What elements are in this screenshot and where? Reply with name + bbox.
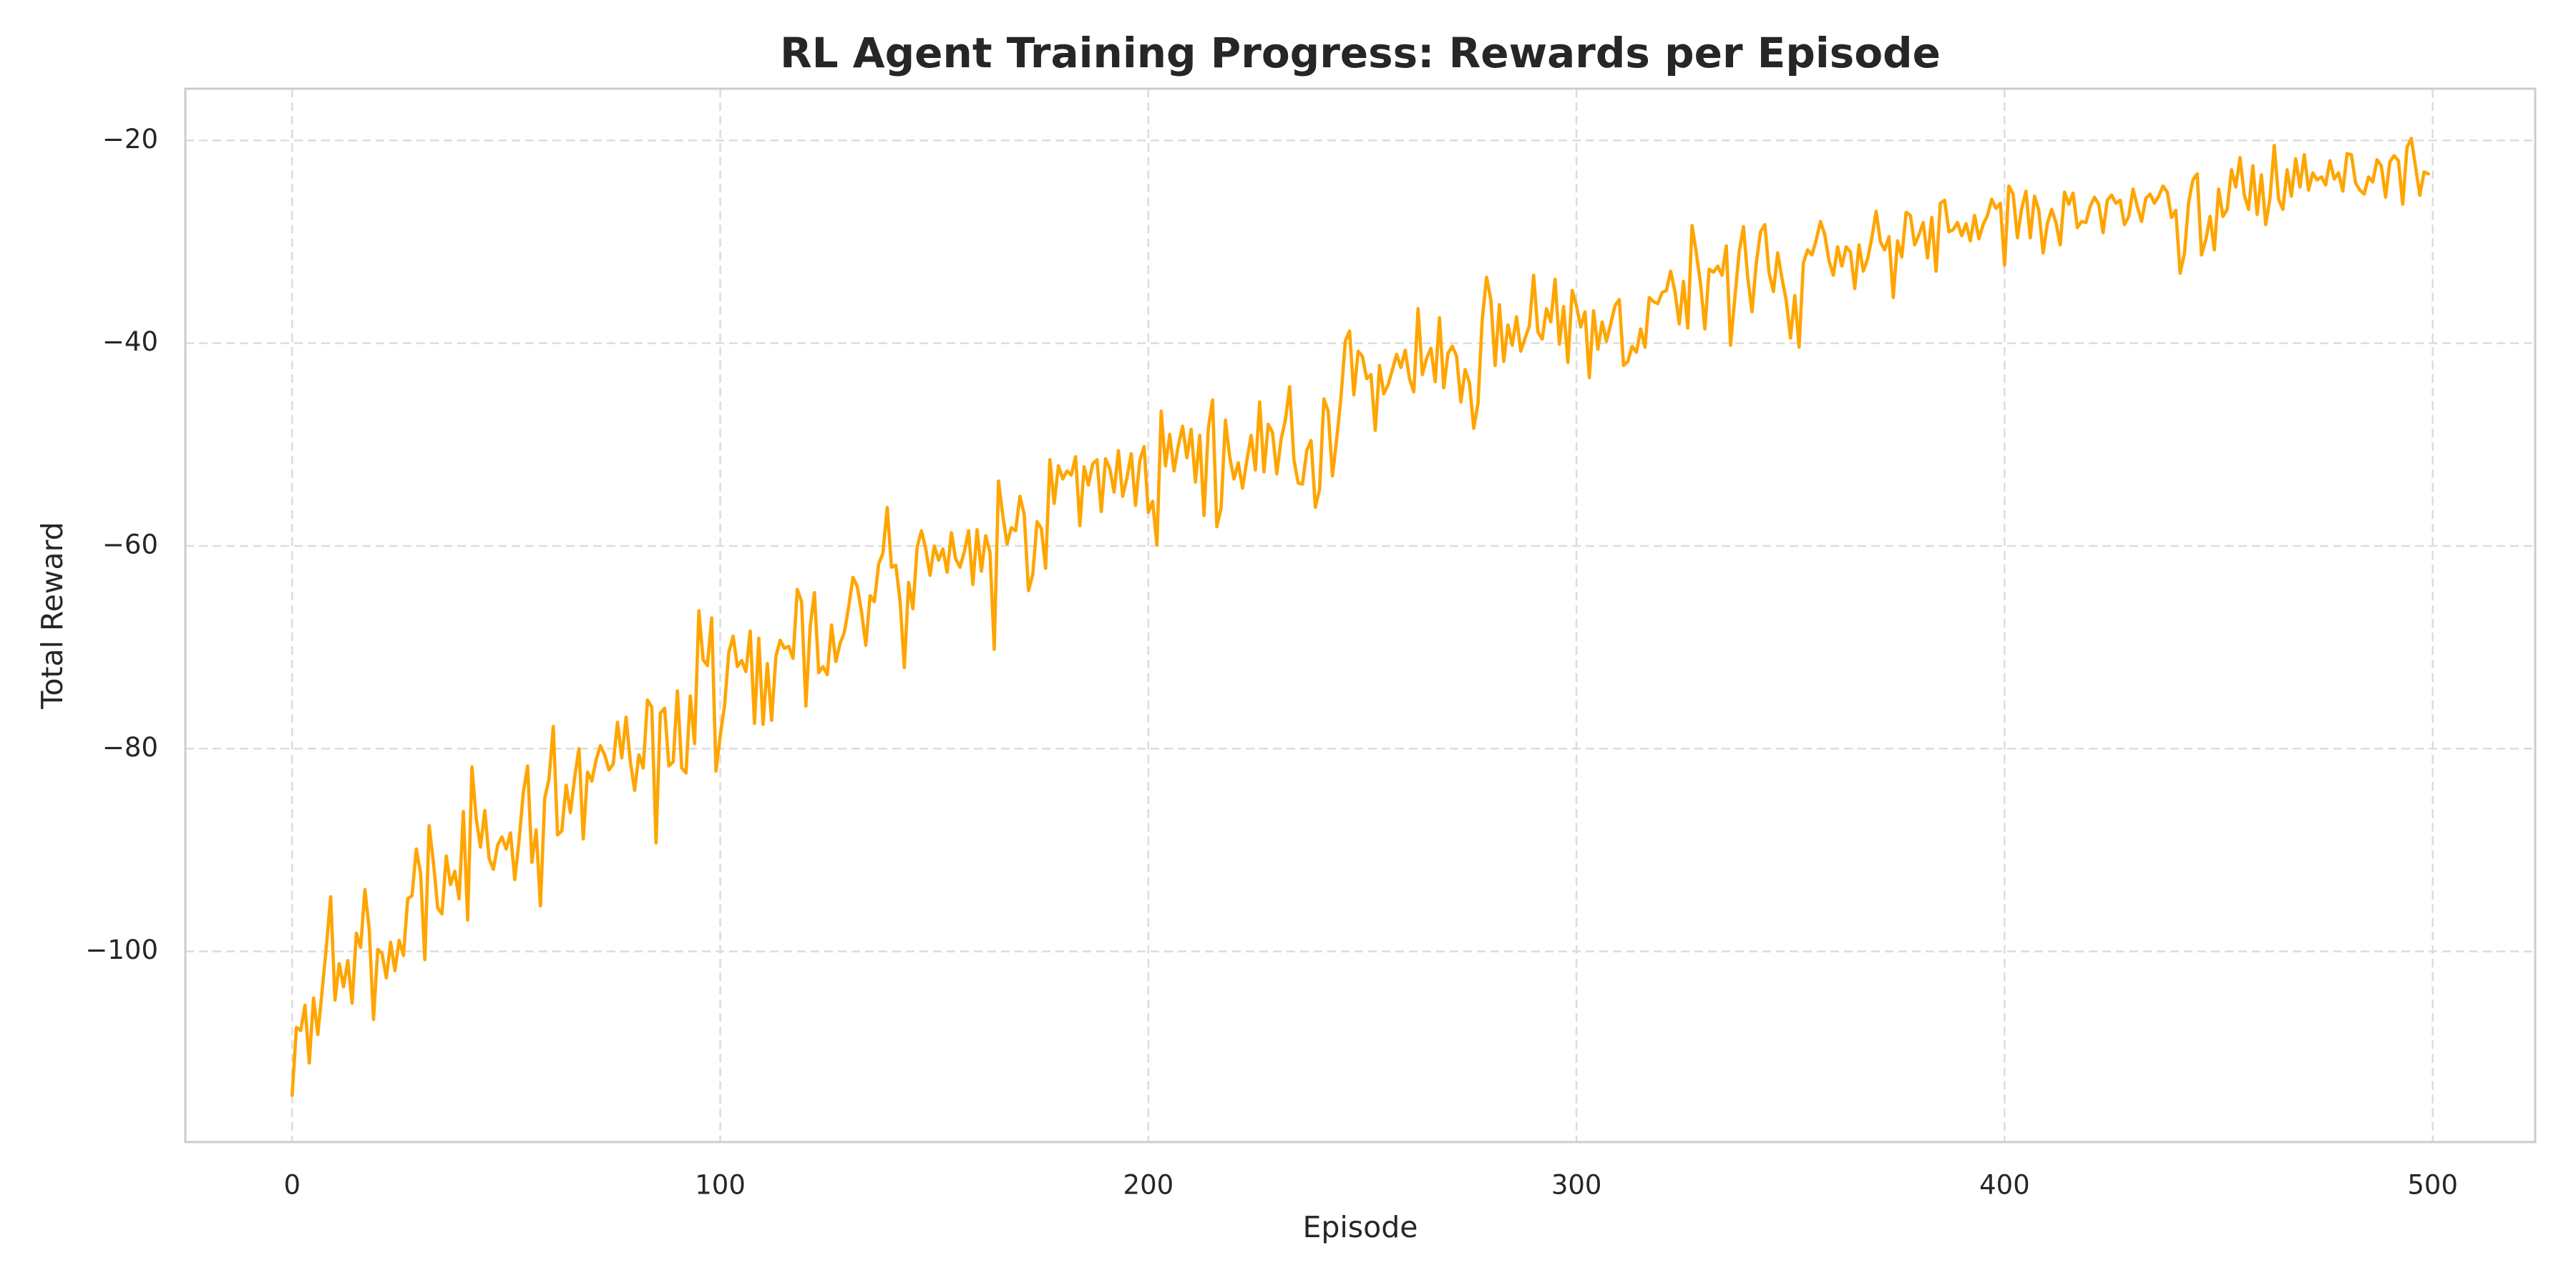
reward-line — [290, 137, 2431, 1098]
y-tick-label: −100 — [85, 935, 158, 965]
x-tick-label: 0 — [283, 1170, 301, 1201]
plot-frame — [184, 87, 2537, 1143]
y-tick-label: −80 — [102, 732, 158, 763]
x-tick-label: 300 — [1551, 1170, 1602, 1201]
grid-layer — [185, 89, 2535, 1142]
x-tick-label: 100 — [695, 1170, 746, 1201]
x-tick-label: 200 — [1123, 1170, 1174, 1201]
x-tick-label: 500 — [2407, 1170, 2458, 1201]
chart-title: RL Agent Training Progress: Rewards per … — [780, 29, 1941, 77]
y-axis-label: Total Reward — [35, 522, 69, 709]
y-tick-label: −40 — [102, 326, 158, 357]
y-tick-label: −60 — [102, 529, 158, 560]
y-tick-label: −20 — [102, 124, 158, 155]
mark-layer — [290, 137, 2431, 1098]
x-tick-label: 400 — [1979, 1170, 2030, 1201]
x-axis-label: Episode — [1302, 1210, 1418, 1244]
